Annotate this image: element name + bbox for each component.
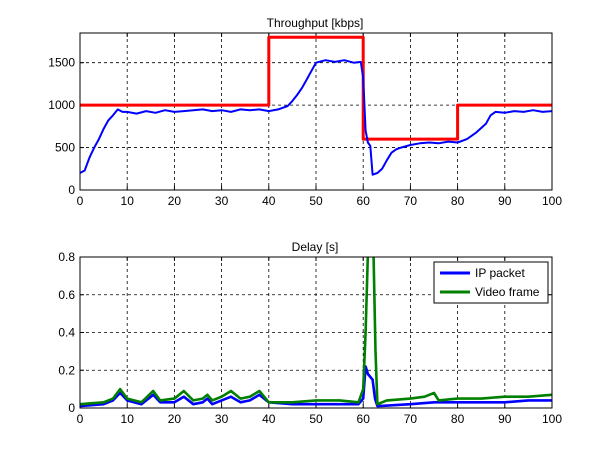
throughput-panel: Throughput [kbps] 0 10 20 30 40 50 60 70 80 90 100…	[48, 16, 562, 208]
throughput-x-tick-label: 60	[357, 194, 371, 208]
legend-label-video-frame: Video frame	[475, 285, 540, 299]
delay-y-tick-label: 0.8	[58, 250, 75, 264]
delay-x-tick-label: 70	[404, 412, 418, 426]
throughput-x-tick-label: 80	[451, 194, 465, 208]
delay-y-tick-label: 0	[68, 401, 75, 415]
delay-y-tick-label: 0.4	[58, 326, 75, 340]
delay-y-tick-label: 0.2	[58, 363, 75, 377]
delay-x-tick-label: 40	[262, 412, 276, 426]
delay-panel: Delay [s] 0 10 20 30 40 50 60 70 80 90 10000.20.40…	[58, 240, 562, 426]
delay-x-tick-label: 0	[77, 412, 84, 426]
throughput-y-tick-label: 500	[55, 141, 75, 155]
throughput-x-tick-label: 50	[309, 194, 323, 208]
delay-y-tick-label: 0.6	[58, 288, 75, 302]
throughput-x-tick-label: 90	[498, 194, 512, 208]
delay-x-tick-label: 100	[542, 412, 562, 426]
delay-ip-packet-line	[80, 365, 552, 408]
delay-x-tick-label: 20	[168, 412, 182, 426]
delay-x-tick-label: 60	[357, 412, 371, 426]
throughput-title: Throughput [kbps]	[267, 16, 364, 30]
delay-x-tick-label: 50	[309, 412, 323, 426]
throughput-y-tick-label: 1500	[48, 56, 75, 70]
delay-series	[80, 257, 552, 408]
throughput-series	[80, 35, 552, 176]
legend-box	[433, 261, 549, 304]
throughput-x-tick-label: 10	[121, 194, 135, 208]
legend-label-ip-packet: IP packet	[475, 266, 525, 280]
delay-x-tick-label: 30	[215, 412, 229, 426]
throughput-y-tick-label: 1000	[48, 98, 75, 112]
delay-legend: IP packet Video frame	[433, 261, 549, 304]
throughput-y-tick-label: 0	[68, 183, 75, 197]
delay-x-tick-label: 80	[451, 412, 465, 426]
throughput-plot-frame	[79, 32, 553, 191]
delay-ticks: 0 10 20 30 40 50 60 70 80 90 100 0 0.2 0.4 0.6 0.8	[58, 250, 562, 426]
delay-video-frame-line	[80, 257, 552, 406]
throughput-x-tick-label: 0	[77, 194, 84, 208]
delay-title: Delay [s]	[292, 240, 339, 254]
delay-plot-frame	[79, 256, 553, 409]
throughput-x-tick-label: 20	[168, 194, 182, 208]
throughput-x-tick-label: 100	[542, 194, 562, 208]
throughput-x-tick-label: 40	[262, 194, 276, 208]
throughput-x-tick-label: 70	[404, 194, 418, 208]
delay-x-tick-label: 90	[498, 412, 512, 426]
throughput-x-tick-label: 30	[215, 194, 229, 208]
delay-x-tick-label: 10	[121, 412, 135, 426]
throughput-measured-throughput-line	[80, 59, 552, 176]
